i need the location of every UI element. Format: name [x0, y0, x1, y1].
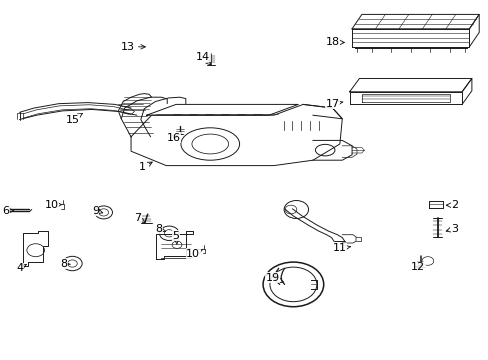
Text: 1: 1 — [139, 162, 152, 172]
Text: 12: 12 — [410, 262, 424, 272]
Text: 6: 6 — [2, 206, 14, 216]
Text: 4: 4 — [16, 263, 26, 273]
Text: 3: 3 — [445, 224, 457, 234]
Text: 8: 8 — [60, 258, 70, 269]
Text: 2: 2 — [446, 200, 457, 210]
Text: 14: 14 — [196, 52, 210, 65]
Text: 13: 13 — [121, 42, 145, 52]
Text: 8: 8 — [155, 224, 165, 234]
Text: 18: 18 — [325, 37, 344, 48]
Text: 5: 5 — [172, 231, 179, 244]
Text: 10: 10 — [44, 200, 62, 210]
Text: 11: 11 — [332, 243, 350, 253]
Text: 7: 7 — [134, 213, 144, 223]
Text: 10: 10 — [186, 249, 203, 259]
Text: 9: 9 — [92, 206, 102, 216]
Text: 15: 15 — [65, 113, 82, 125]
Text: 17: 17 — [325, 99, 342, 109]
Text: 16: 16 — [166, 132, 180, 143]
Text: 19: 19 — [265, 273, 283, 283]
